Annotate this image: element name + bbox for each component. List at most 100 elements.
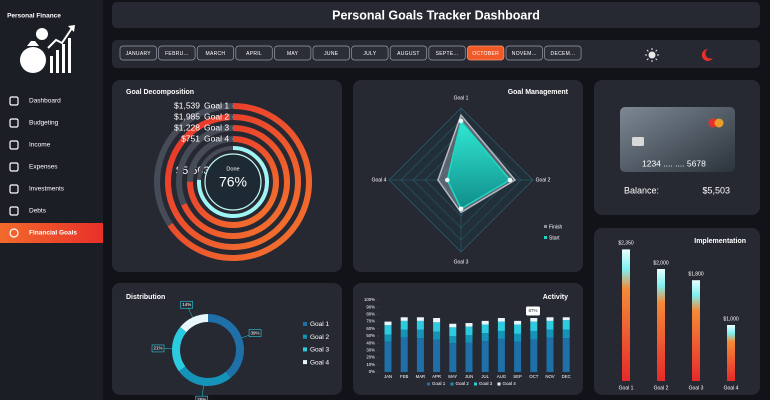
legend-label: Goal 4 xyxy=(310,359,330,366)
dark-mode-icon[interactable] xyxy=(701,48,713,61)
goal-name: Goal 2 xyxy=(204,111,229,121)
legend-swatch xyxy=(303,360,307,365)
distribution-panel xyxy=(112,283,342,395)
month-button[interactable] xyxy=(235,45,273,61)
done-value: 76% xyxy=(219,174,247,190)
activity-bar-segment xyxy=(465,335,473,343)
legend-swatch xyxy=(450,382,454,386)
month-label: AUGUST xyxy=(397,51,420,57)
activity-bar-segment xyxy=(416,338,424,372)
menu-item[interactable]: Dashboard xyxy=(29,98,61,105)
activity-bar-segment xyxy=(546,329,554,338)
x-tick-label: Goal 3 xyxy=(689,385,704,391)
activity-bar-segment xyxy=(449,336,457,344)
menu-item[interactable]: Investments xyxy=(29,186,65,193)
activity-bar-segment xyxy=(400,329,408,338)
month-button[interactable] xyxy=(467,45,505,61)
menu-item[interactable]: Income xyxy=(29,142,51,149)
activity-bar-segment xyxy=(546,317,554,321)
month-button[interactable] xyxy=(351,45,389,61)
tooltip-box xyxy=(526,306,540,316)
x-tick-label: APR xyxy=(432,374,441,379)
implementation-bar xyxy=(692,280,700,381)
activity-bar-segment xyxy=(384,321,392,326)
brand: Personal Finance xyxy=(7,13,61,20)
x-tick-label: JUN xyxy=(465,374,473,379)
month-button[interactable] xyxy=(158,45,196,61)
menu-icon xyxy=(9,96,19,106)
x-tick-label: FEB xyxy=(400,374,408,379)
x-tick-label: SEP xyxy=(513,374,522,379)
activity-bar-segment xyxy=(384,341,392,372)
activity-bar-segment xyxy=(530,330,538,340)
month-button[interactable] xyxy=(544,45,582,61)
menu-item[interactable]: Debts xyxy=(29,208,47,215)
month-button[interactable] xyxy=(428,45,466,61)
x-tick-label: OCT xyxy=(529,374,538,379)
month-button[interactable] xyxy=(389,45,428,61)
card-number: 1234 .... .... 5678 xyxy=(642,158,706,168)
month-button[interactable] xyxy=(505,45,543,61)
activity-bar-segment xyxy=(481,341,489,372)
activity-bar-segment xyxy=(481,320,489,325)
radar-axis-label: Goal 3 xyxy=(454,259,469,265)
month-label: SEPTE... xyxy=(436,51,459,57)
donut-value-label: 39% xyxy=(251,330,260,335)
bar-value-label: $2,350 xyxy=(618,241,634,247)
y-tick-label: 0% xyxy=(369,369,375,374)
month-label: JUNE xyxy=(324,51,339,57)
done-circle xyxy=(204,153,262,211)
activity-bar-segment xyxy=(530,318,538,322)
activity-bar-segment xyxy=(530,321,538,331)
donut-segment xyxy=(178,366,231,386)
card-chip xyxy=(632,137,644,146)
legend-label: Finish xyxy=(549,224,563,230)
month-button[interactable] xyxy=(312,45,350,61)
label-box xyxy=(248,329,262,337)
month-label: OCTOBER xyxy=(472,51,499,57)
legend-label: Goal 2 xyxy=(310,334,330,341)
activity-bar-segment xyxy=(497,338,505,372)
menu-item[interactable]: Expenses xyxy=(29,164,58,171)
activity-bar-segment xyxy=(497,318,505,322)
activity-bar-segment xyxy=(562,329,570,339)
legend-swatch xyxy=(544,225,547,228)
month-button[interactable] xyxy=(196,45,235,61)
legend-label: Start xyxy=(549,235,560,241)
implementation-bar xyxy=(622,249,630,381)
goal-name: Goal 1 xyxy=(204,100,229,110)
month-label: JANUARY xyxy=(126,51,152,57)
card-logo xyxy=(714,118,724,128)
activity-bar-segment xyxy=(514,324,522,334)
activity-bar-segment xyxy=(562,320,570,330)
light-mode-icon[interactable] xyxy=(645,48,659,62)
month-button[interactable] xyxy=(119,45,157,61)
y-tick-label: 50% xyxy=(366,333,375,338)
month-button[interactable] xyxy=(274,45,312,61)
done-caption: Done xyxy=(226,166,239,172)
radar-axis-label: Goal 4 xyxy=(372,177,387,183)
goal-name: Goal 4 xyxy=(204,133,229,143)
panel-title: Activity xyxy=(543,294,568,301)
donut-segment xyxy=(172,327,187,372)
label-box xyxy=(151,344,165,353)
label-box xyxy=(180,300,194,309)
legend-label: Goal 1 xyxy=(310,321,330,328)
brand-icon xyxy=(20,25,75,73)
panel-title: Goal Management xyxy=(508,89,569,96)
balance-label: Balance: xyxy=(624,185,659,195)
menu-item[interactable]: Budgeting xyxy=(29,120,59,127)
activity-bar-segment xyxy=(449,323,457,328)
bar-value-label: $1,800 xyxy=(688,272,704,278)
activity-bar-segment xyxy=(433,331,441,340)
activity-bar-segment xyxy=(562,338,570,372)
month-label: MARCH xyxy=(206,51,226,57)
menu-item[interactable]: Financial Goals xyxy=(29,230,77,237)
implementation-bar xyxy=(657,269,665,381)
legend-label: Goal 3 xyxy=(479,381,493,386)
y-tick-label: 100% xyxy=(364,297,375,302)
activity-bar-segment xyxy=(497,330,505,339)
y-tick-label: 30% xyxy=(366,348,375,353)
legend-swatch xyxy=(474,382,477,386)
